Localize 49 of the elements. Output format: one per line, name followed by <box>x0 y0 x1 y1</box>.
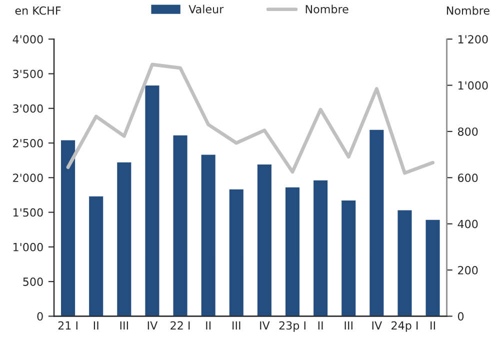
y2-axis-title: Nombre <box>446 6 490 15</box>
bar <box>88 194 105 316</box>
y2-tick-label: 800 <box>458 127 478 136</box>
y-axis-title: en KCHF <box>15 6 61 15</box>
x-tick-label: II <box>206 321 211 330</box>
y-tick-label: 2'500 <box>13 138 43 148</box>
x-tick-label: 23p I <box>279 321 306 332</box>
y-tick-label: 3'500 <box>13 70 43 78</box>
x-tick-label: II <box>430 321 435 330</box>
bar <box>200 153 217 316</box>
x-tick-label: III <box>120 321 128 330</box>
x-tick-label: IV <box>148 321 158 330</box>
y2-tick-label: 200 <box>458 266 478 274</box>
bar <box>228 188 245 316</box>
bar <box>396 208 414 316</box>
bar <box>312 179 329 316</box>
x-tick-label: II <box>94 321 98 330</box>
x-tick-label: 22 I <box>170 321 190 330</box>
bar <box>284 186 301 316</box>
bar <box>116 161 133 316</box>
bar <box>424 218 442 316</box>
bar <box>256 163 273 316</box>
bar <box>60 138 76 316</box>
x-tick-label: II <box>318 321 323 330</box>
y2-tick-label: 1'200 <box>458 35 488 44</box>
y-tick-label: 0 <box>37 312 43 321</box>
y-tick-label: 2'000 <box>13 174 43 182</box>
bar <box>144 84 161 316</box>
y2-tick-label: 1'000 <box>458 81 488 90</box>
y-tick-label: 4'000 <box>12 35 43 44</box>
x-tick-label: 24p I <box>392 321 418 332</box>
y2-tick-label: 400 <box>458 220 478 228</box>
x-tick-label: 21 I <box>58 321 78 330</box>
x-tick-label: IV <box>260 321 270 330</box>
legend-label: Nombre <box>306 4 348 14</box>
x-tick-label: III <box>344 321 352 330</box>
y2-tick-label: 0 <box>458 312 464 321</box>
bar <box>368 128 386 316</box>
line-series <box>66 62 435 175</box>
legend-label: Valeur <box>188 4 224 14</box>
y-tick-label: 1'500 <box>13 208 43 217</box>
bar <box>172 134 189 316</box>
x-tick-label: IV <box>372 321 382 330</box>
y-tick-label: 500 <box>23 278 43 286</box>
y2-tick-label: 600 <box>458 174 478 182</box>
y-tick-label: 1'000 <box>13 242 43 252</box>
x-tick-label: III <box>232 321 240 330</box>
bar <box>340 199 358 316</box>
y-tick-label: 3'000 <box>13 104 43 113</box>
